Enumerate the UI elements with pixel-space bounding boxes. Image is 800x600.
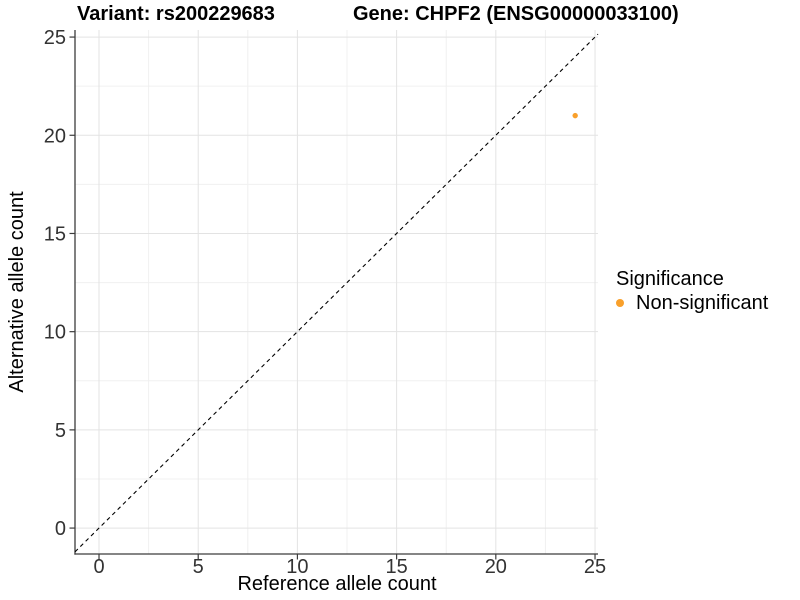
x-axis-title: Reference allele count xyxy=(237,573,436,595)
data-layer xyxy=(74,33,599,553)
x-tick-label: 5 xyxy=(193,556,204,578)
plot-title-variant: Variant: rs200229683 xyxy=(77,3,275,25)
x-tick-label: 10 xyxy=(286,556,308,578)
legend-entry-label: Non-significant xyxy=(636,292,769,314)
data-point xyxy=(572,112,578,119)
y-tick-label: 10 xyxy=(44,322,66,344)
legend-entry: Non-significant xyxy=(616,292,768,314)
y-tick-label: 20 xyxy=(44,125,66,147)
axis-layer: 0 5 10 15 20 25 0 5 10 15 20 25 xyxy=(44,27,606,578)
y-tick-label: 5 xyxy=(55,420,66,442)
x-tick-label: 25 xyxy=(584,556,606,578)
y-axis-title: Alternative allele count xyxy=(6,191,28,393)
legend-point-icon xyxy=(616,299,624,307)
identity-line xyxy=(74,33,599,553)
x-tick-label: 0 xyxy=(93,556,104,578)
x-tick-label: 20 xyxy=(485,556,507,578)
y-tick-label: 25 xyxy=(44,27,66,49)
legend-title: Significance xyxy=(616,268,724,290)
grid-layer xyxy=(75,30,598,554)
y-tick-label: 15 xyxy=(44,223,66,245)
x-tick-label: 15 xyxy=(385,556,407,578)
y-tick-label: 0 xyxy=(55,518,66,540)
plot-title-gene: Gene: CHPF2 (ENSG00000033100) xyxy=(353,3,679,25)
legend: Significance Non-significant xyxy=(616,268,768,314)
